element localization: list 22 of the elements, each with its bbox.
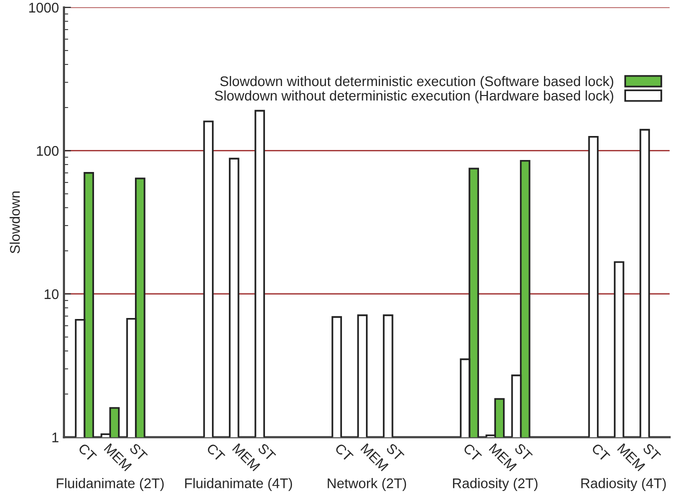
- x-tick-label: CT: [206, 442, 226, 462]
- x-tick-label: ST: [642, 442, 662, 462]
- x-tick-label: CT: [334, 442, 354, 462]
- legend-label: Slowdown without deterministic execution (Hardware based lock): [214, 90, 614, 104]
- x-tick-label: CT: [78, 442, 98, 462]
- text: Network (2T): [328, 478, 406, 491]
- text: Fluidanimate (2T): [56, 478, 164, 491]
- x-tick-label: CT: [591, 442, 610, 462]
- x-tick-label: CT: [462, 442, 482, 462]
- y-tick-label: 1: [52, 432, 58, 442]
- text: Fluidanimate (4T): [185, 478, 292, 491]
- x-tick-label: ST: [514, 442, 533, 462]
- y-tick-label: 100: [36, 146, 59, 156]
- x-tick-label: ST: [129, 442, 148, 462]
- y-tick-label: 1000: [29, 2, 59, 13]
- text: Radiosity (4T): [581, 478, 666, 491]
- x-tick-label: ST: [386, 442, 405, 462]
- y-tick-label: 10: [44, 289, 59, 300]
- text: Radiosity (2T): [453, 478, 538, 491]
- x-tick-label: ST: [257, 442, 276, 462]
- y-axis-title: Slowdown: [10, 192, 20, 254]
- legend-label: Slowdown without deterministic execution (Software based lock): [220, 76, 614, 89]
